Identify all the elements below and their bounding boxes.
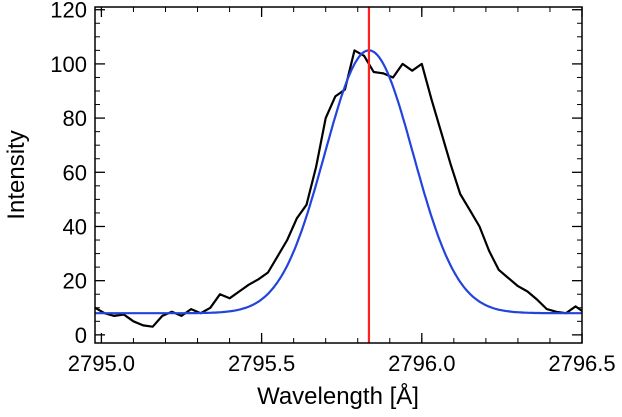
y-tick-label: 0 bbox=[75, 323, 87, 348]
y-tick-label: 100 bbox=[50, 52, 87, 77]
x-tick-label: 2795.0 bbox=[68, 351, 135, 376]
observed-spectrum-line bbox=[95, 49, 582, 328]
plot-frame bbox=[94, 6, 583, 344]
y-axis-label: Intensity bbox=[3, 130, 30, 219]
x-tick-label: 2796.5 bbox=[548, 351, 615, 376]
x-tick-label: 2796.0 bbox=[388, 351, 455, 376]
y-tick-label: 80 bbox=[63, 106, 87, 131]
y-tick-label: 40 bbox=[63, 214, 87, 239]
y-tick-label: 60 bbox=[63, 160, 87, 185]
gaussian-fit-line bbox=[95, 49, 582, 315]
x-tick-label: 2795.5 bbox=[228, 351, 295, 376]
y-tick-label: 120 bbox=[50, 0, 87, 23]
x-axis-label: Wavelength [Å] bbox=[257, 382, 419, 410]
y-tick-label: 20 bbox=[63, 269, 87, 294]
plot-area: 2795.0 2795.5 2796.0 2796.5 0 20 40 60 80 100 120 bbox=[50, 0, 615, 376]
